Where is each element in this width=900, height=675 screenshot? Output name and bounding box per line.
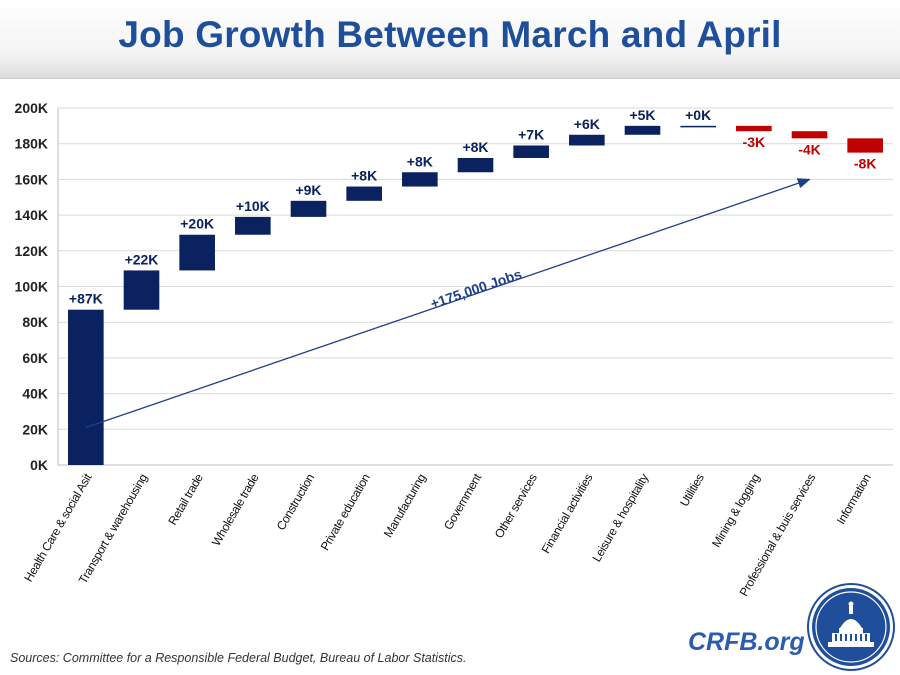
bar-value-label: +22K [125, 251, 159, 267]
bar-manufacturing [402, 172, 438, 187]
x-category-label: Utilities [677, 471, 707, 509]
bar-value-label: +0K [685, 107, 711, 123]
x-category-label: Construction [274, 472, 317, 533]
y-tick-label: 40K [22, 386, 48, 402]
x-category-label: Retail trade [165, 471, 206, 528]
waterfall-chart: 0K 20K 40K 60K 80K 100K 120K 140K 160K 180K 200K +8… [15, 100, 893, 599]
x-category-label: Manufacturing [381, 472, 429, 540]
y-tick-label: 200K [15, 100, 48, 116]
bar-value-label: +7K [518, 126, 544, 142]
y-tick-label: 0K [30, 457, 48, 473]
bar-value-label: +10K [236, 198, 270, 214]
bar-value-label: +8K [351, 168, 377, 184]
bar-government [457, 157, 494, 173]
y-tick-label: 20K [22, 421, 48, 437]
bar-utilities [680, 125, 716, 128]
bar-value-label: +8K [407, 153, 433, 169]
y-tick-label: 120K [15, 243, 48, 259]
y-tick-label: 100K [15, 279, 48, 295]
y-tick-label: 180K [15, 136, 48, 152]
x-category-label: Mining & logging [709, 472, 762, 550]
bar-mining-logging [736, 125, 772, 132]
bar-transport-warehousing [123, 270, 160, 310]
bar-value-label: +87K [69, 291, 103, 307]
bar-information [847, 138, 883, 153]
x-category-label: Wholesale trade [209, 471, 262, 549]
x-category-label: Government [441, 471, 485, 533]
bar-value-label: -4K [798, 141, 821, 157]
x-category-label: Leisure & hospitality [589, 471, 651, 564]
bar-wholesale-trade [235, 216, 271, 235]
bar-value-label: +8K [462, 139, 488, 155]
y-tick-label: 160K [15, 171, 48, 187]
y-tick-label: 60K [22, 350, 48, 366]
bar-professional-buis-services [791, 131, 828, 139]
bar-private-education [346, 186, 382, 201]
chart-title: Job Growth Between March and April [118, 14, 782, 55]
bar-leisure-hospitality [624, 125, 661, 135]
y-tick-label: 80K [22, 314, 48, 330]
bar-value-label: +20K [180, 216, 214, 232]
source-note: Sources: Committee for a Responsible Fed… [10, 651, 467, 665]
bar-construction [290, 200, 327, 217]
bar-value-label: +5K [629, 107, 655, 123]
bar-value-label: +6K [574, 116, 600, 132]
bar-value-label: -3K [743, 134, 766, 150]
bar-value-label: -8K [854, 156, 877, 172]
brand-link[interactable]: CRFB.org [688, 628, 805, 656]
bar-value-label: +9K [295, 182, 321, 198]
y-tick-label: 140K [15, 207, 48, 223]
annotation-label: +175,000 Jobs [428, 266, 524, 312]
title-band [0, 0, 900, 79]
bar-other-services [513, 145, 549, 158]
x-category-label: Information [834, 472, 874, 527]
bar-financial-activities [569, 134, 605, 146]
x-category-label: Financial activities [539, 471, 596, 556]
x-category-label: Private education [318, 472, 373, 553]
annotation-arrow [85, 178, 811, 429]
capitol-seal-icon [807, 583, 895, 671]
bar-retail-trade [179, 234, 215, 271]
bar-health-care-social-asit [68, 309, 104, 465]
x-category-label: Other services [492, 471, 540, 540]
